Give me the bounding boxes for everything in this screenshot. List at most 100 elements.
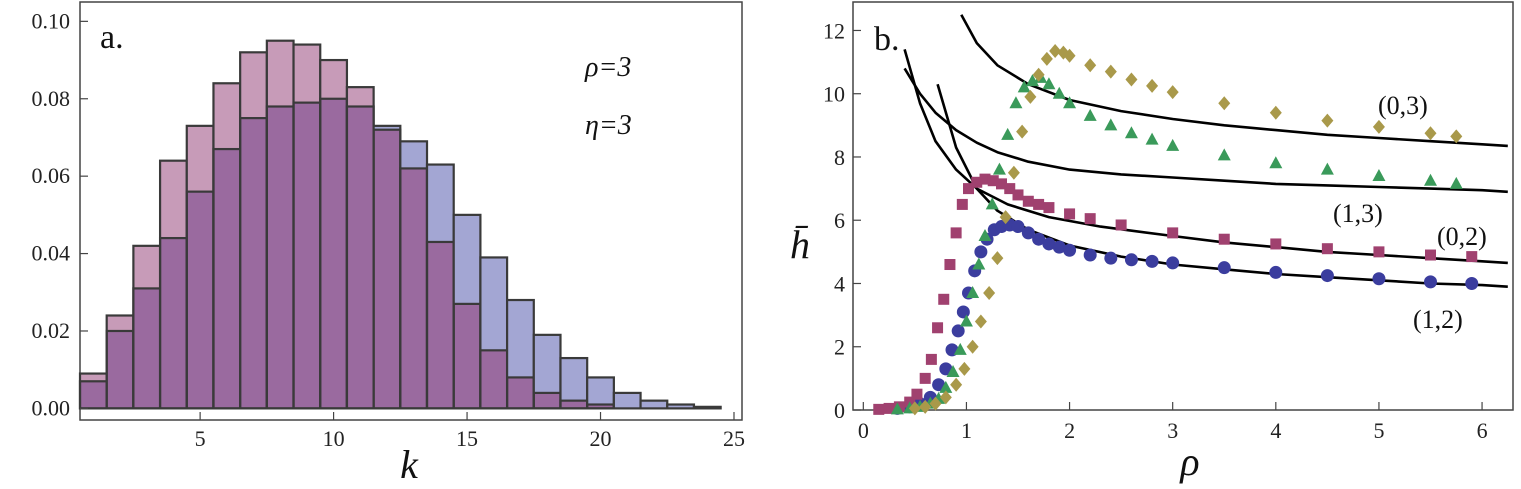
scatter-points <box>873 44 1479 416</box>
point-(1,2) <box>932 378 946 392</box>
point-(0,2) <box>996 178 1007 190</box>
point-(0,2) <box>938 293 950 305</box>
point-(0,3) <box>991 251 1004 266</box>
bar-overlap-k5 <box>186 191 214 409</box>
curve-label-0-2: (0,2) <box>1437 222 1487 251</box>
point-(0,2) <box>956 198 968 210</box>
point-(0,2) <box>1084 213 1096 225</box>
point-(1,3) <box>1025 74 1039 87</box>
point-(1,2) <box>939 362 953 376</box>
point-(0,3) <box>966 339 979 354</box>
point-(0,3) <box>999 210 1012 225</box>
point-(0,3) <box>1125 72 1138 87</box>
point-(1,3) <box>1001 127 1015 140</box>
point-(0,3) <box>950 377 963 392</box>
histogram-ticks: 5 10 15 20 25 0.00 0.02 0.04 0.06 0.08 0.10 <box>32 8 745 451</box>
point-(0,2) <box>1167 227 1179 239</box>
point-(0,2) <box>932 322 944 334</box>
point-(1,2) <box>1052 240 1066 254</box>
point-(0,2) <box>1064 208 1076 220</box>
point-(1,3) <box>1145 132 1159 145</box>
bar-overlap-k14 <box>427 241 454 409</box>
y-tick-label: 0.00 <box>32 395 71 420</box>
point-(0,2) <box>1004 183 1016 195</box>
point-(0,3) <box>1024 89 1037 104</box>
point-(0,3) <box>1321 113 1334 128</box>
x-tick-label: 5 <box>195 426 206 451</box>
point-(0,2) <box>1373 246 1385 258</box>
bar-overlap-k10 <box>320 98 347 409</box>
scatter-y-label: h̄ <box>790 222 810 267</box>
point-(0,2) <box>1466 251 1478 263</box>
point-(1,2) <box>1011 220 1025 234</box>
point-(0,3) <box>919 399 932 414</box>
point-(1,3) <box>890 402 904 415</box>
point-(0,3) <box>1166 85 1179 100</box>
point-(0,3) <box>1063 48 1076 63</box>
point-(0,2) <box>971 176 983 188</box>
point-(0,2) <box>1218 233 1230 245</box>
x-tick-label: 10 <box>323 426 345 451</box>
point-(0,3) <box>1146 78 1159 93</box>
bar-overlap-k1 <box>80 381 107 409</box>
y-tick-label: 8 <box>834 145 845 170</box>
point-(1,2) <box>1021 226 1035 240</box>
theory-curves <box>903 14 1508 288</box>
point-(1,3) <box>985 197 999 210</box>
point-(1,2) <box>1124 253 1138 267</box>
point-(1,3) <box>992 162 1006 175</box>
histogram-panel: 5 10 15 20 25 0.00 0.02 0.04 0.06 0.08 0.10 a. ρ=3… <box>32 1 745 487</box>
point-(1,2) <box>1166 256 1180 270</box>
bar-top-k20 <box>587 377 614 409</box>
bar-overlap-k3 <box>133 288 161 409</box>
point-(0,3) <box>958 361 971 376</box>
point-(1,2) <box>974 245 988 259</box>
bar-top-k23 <box>667 404 694 409</box>
point-(0,2) <box>1033 198 1045 210</box>
x-tick-label: 5 <box>1373 418 1384 443</box>
point-(1,3) <box>978 229 992 242</box>
point-(0,3) <box>929 396 942 411</box>
eta-annotation: η=3 <box>585 110 632 141</box>
point-(1,2) <box>1217 261 1231 275</box>
y-tick-label: 4 <box>834 271 845 296</box>
point-(0,3) <box>1104 64 1117 79</box>
point-(1,2) <box>1104 251 1118 265</box>
point-(0,2) <box>979 173 991 185</box>
point-(1,2) <box>1465 276 1479 290</box>
curve-(0,3) <box>960 14 1508 148</box>
point-(0,3) <box>908 401 921 416</box>
point-(0,3) <box>1218 96 1231 111</box>
histogram-frame <box>79 1 743 421</box>
point-(1,3) <box>1424 173 1437 186</box>
bar-overlap-k16 <box>480 350 508 409</box>
y-tick-label: 12 <box>823 18 845 43</box>
curve-label-0-3: (0,3) <box>1378 91 1428 120</box>
point-(1,2) <box>1269 265 1283 279</box>
point-(0,2) <box>950 227 962 239</box>
point-(1,3) <box>1124 126 1138 139</box>
point-(0,3) <box>974 314 987 329</box>
curve-(0,2) <box>903 49 1508 265</box>
point-(0,3) <box>1032 67 1045 82</box>
histogram-x-label: k <box>400 442 419 487</box>
point-(1,2) <box>1063 243 1077 257</box>
point-(1,3) <box>1063 96 1077 109</box>
point-(1,3) <box>959 314 973 327</box>
bar-overlap-k7 <box>240 118 267 409</box>
point-(1,2) <box>1424 275 1437 289</box>
point-(0,3) <box>1040 51 1053 66</box>
point-(1,3) <box>966 285 980 298</box>
point-(0,3) <box>1049 44 1062 59</box>
point-(0,2) <box>911 388 923 400</box>
y-tick-label: 0.08 <box>32 86 71 111</box>
point-(0,2) <box>1022 195 1034 207</box>
point-(0,2) <box>873 403 885 415</box>
y-tick-label: 2 <box>834 335 845 360</box>
bar-overlap-k9 <box>293 102 321 409</box>
bar-outline-blue-k24 <box>692 405 722 410</box>
point-(1,3) <box>953 342 967 355</box>
bar-overlap-k19 <box>560 400 588 409</box>
